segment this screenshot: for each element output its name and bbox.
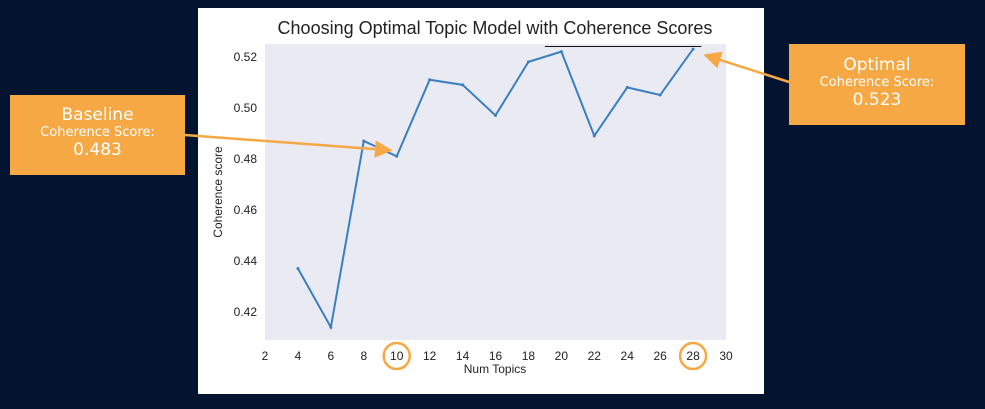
plot-area xyxy=(265,44,726,340)
data-point xyxy=(526,60,530,64)
x-tick-label: 18 xyxy=(522,349,536,363)
data-point xyxy=(625,85,629,89)
x-tick-label: 20 xyxy=(555,349,569,363)
optimal-label: Coherence Score: xyxy=(819,75,935,90)
baseline-value: 0.483 xyxy=(73,140,122,160)
x-tick-label: 2 xyxy=(262,349,269,363)
y-tick-label: 0.42 xyxy=(234,305,258,319)
data-point xyxy=(592,134,596,138)
data-point xyxy=(362,139,366,143)
x-tick-label: 6 xyxy=(328,349,335,363)
data-point xyxy=(329,325,333,329)
y-tick-label: 0.48 xyxy=(234,152,258,166)
optimal-callout: Optimal Coherence Score: 0.523 xyxy=(789,44,965,125)
y-axis-label: Coherence score xyxy=(211,146,225,238)
x-tick-label: 30 xyxy=(719,349,733,363)
data-point xyxy=(395,154,399,158)
optimal-value: 0.523 xyxy=(852,90,902,110)
x-tick-label: 28 xyxy=(686,349,700,363)
data-point xyxy=(559,50,563,54)
optimal-title: Optimal xyxy=(843,55,911,75)
data-point xyxy=(428,78,432,82)
data-point xyxy=(461,83,465,87)
x-tick-label: 26 xyxy=(653,349,667,363)
highlight-circle xyxy=(678,341,708,371)
x-tick-label: 12 xyxy=(423,349,437,363)
chart-panel: Choosing Optimal Topic Model with Cohere… xyxy=(198,8,764,394)
x-tick-label: 16 xyxy=(489,349,503,363)
x-axis-label: Num Topics xyxy=(464,362,526,376)
chart-title: Choosing Optimal Topic Model with Cohere… xyxy=(278,18,713,38)
y-tick-label: 0.46 xyxy=(234,203,258,217)
y-tick-label: 0.50 xyxy=(234,101,258,115)
baseline-title: Baseline xyxy=(61,105,134,125)
x-tick-label: 24 xyxy=(621,349,635,363)
data-point xyxy=(296,267,300,271)
highlight-circle xyxy=(382,341,411,371)
data-point xyxy=(658,93,662,97)
data-point xyxy=(494,113,497,117)
baseline-label: Coherence Score: xyxy=(40,125,155,140)
y-tick-label: 0.52 xyxy=(234,50,258,64)
x-tick-label: 4 xyxy=(295,349,302,363)
y-tick-label: 0.44 xyxy=(234,254,258,268)
line-chart: Choosing Optimal Topic Model with Cohere… xyxy=(211,18,733,376)
x-tick-label: 8 xyxy=(360,349,367,363)
x-tick-label: 22 xyxy=(588,349,602,363)
x-tick-label: 10 xyxy=(390,349,404,363)
x-tick-label: 14 xyxy=(456,349,470,363)
baseline-callout: Baseline Coherence Score: 0.483 xyxy=(10,95,185,175)
data-point xyxy=(691,47,695,51)
